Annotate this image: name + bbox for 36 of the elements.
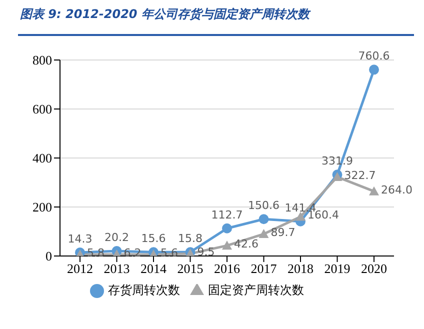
data-label: 322.7: [344, 168, 376, 182]
data-label: 150.6: [248, 199, 280, 212]
data-label: 112.7: [211, 208, 243, 222]
point: [258, 214, 269, 224]
data-label: 264.0: [381, 183, 412, 196]
y-tick-label: 400: [32, 150, 52, 166]
chart-title: 图表 9: 2012-2020 年公司存货与固定资产周转次数: [20, 6, 310, 23]
data-label: 15.8: [178, 232, 202, 246]
x-tick-label: 2013: [104, 261, 130, 276]
point: [258, 229, 269, 238]
point: [222, 223, 232, 234]
y-tick-label: 600: [32, 102, 52, 117]
point: [369, 186, 379, 196]
x-tick-label: 2016: [214, 261, 240, 276]
data-label: 14.3: [68, 232, 92, 246]
legend-label: 存货周转次数: [108, 283, 180, 297]
x-tick-label: 2020: [361, 261, 387, 276]
data-label: 89.7: [270, 226, 296, 240]
x-tick-label: 2018: [288, 261, 314, 276]
x-tick-label: 2019: [324, 261, 350, 276]
data-label: 20.2: [104, 231, 129, 244]
x-tick-label: 2014: [140, 261, 167, 276]
x-tick-label: 2015: [177, 261, 204, 276]
data-label: 15.6: [141, 232, 166, 246]
y-tick-label: 200: [32, 200, 52, 215]
point: [222, 240, 232, 250]
data-label: 5.8: [87, 246, 104, 260]
legend-label: 固定资产周转次数: [208, 283, 304, 297]
data-label: 760.6: [358, 50, 390, 63]
x-tick-label: 2017: [250, 261, 278, 276]
x-tick-label: 2012: [67, 261, 93, 276]
y-tick-label: 0: [46, 248, 52, 264]
data-label: 42.6: [234, 238, 258, 251]
data-label: 9.5: [197, 246, 215, 259]
y-tick-label: 800: [32, 52, 52, 68]
point: [369, 64, 379, 75]
